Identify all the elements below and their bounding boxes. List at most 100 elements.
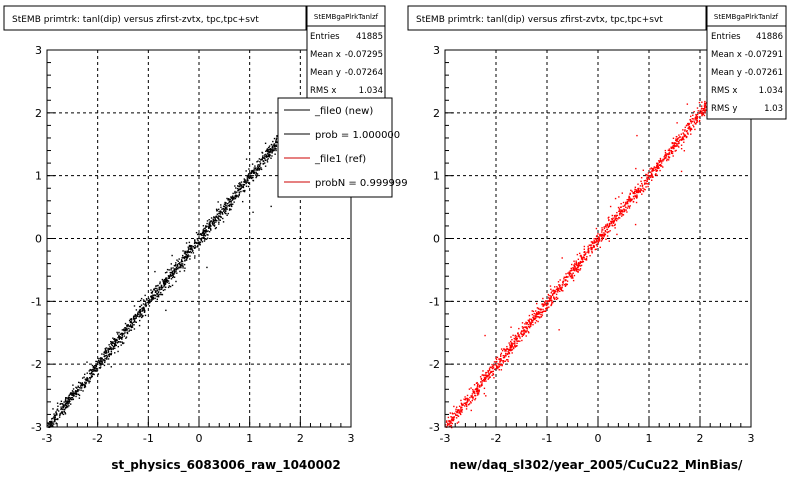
stats-value: -0.07291 (745, 50, 783, 60)
stats-value: 41886 (756, 32, 783, 42)
scatter-point (502, 360, 505, 362)
scatter-point (70, 398, 73, 401)
scatter-point (139, 311, 142, 313)
scatter-point (83, 376, 85, 378)
scatter-point (185, 253, 188, 256)
scatter-point (55, 412, 57, 414)
scatter-point (199, 242, 201, 244)
scatter-point (460, 413, 462, 416)
scatter-point (189, 258, 191, 260)
scatter-point (163, 283, 165, 285)
scatter-point (611, 214, 613, 217)
scatter-point (116, 333, 119, 335)
scatter-point (667, 149, 670, 152)
scatter-point (214, 219, 216, 222)
scatter-point (260, 168, 263, 171)
scatter-point (214, 227, 217, 230)
scatter-point (251, 176, 253, 179)
scatter-point (129, 318, 132, 321)
scatter-point (244, 179, 246, 182)
scatter-point (523, 326, 525, 329)
scatter-point (55, 414, 57, 416)
stats-name: StEMBgaPlrkTanlzf (314, 13, 379, 21)
scatter-point (518, 335, 520, 337)
scatter-point (239, 185, 241, 187)
scatter-point (495, 361, 497, 363)
scatter-point (466, 397, 468, 400)
scatter-point (275, 141, 277, 143)
scatter-point (211, 221, 214, 224)
scatter-point (231, 199, 233, 201)
scatter-point (455, 414, 458, 417)
scatter-point (658, 161, 661, 164)
scatter-point (234, 197, 237, 200)
scatter-point (94, 367, 96, 370)
scatter-point (460, 407, 462, 409)
scatter-point (598, 238, 601, 240)
scatter-point (234, 192, 236, 194)
scatter-point (675, 135, 678, 138)
scatter-point (477, 386, 479, 388)
scatter-point (583, 251, 585, 254)
scatter-point (183, 257, 185, 259)
scatter-point (203, 233, 205, 236)
scatter-point (628, 197, 630, 199)
scatter-point (171, 284, 174, 287)
scatter-point (583, 245, 586, 248)
scatter-point (550, 304, 552, 307)
scatter-point (105, 354, 108, 357)
scatter-point (671, 152, 674, 155)
scatter-point (65, 404, 67, 406)
scatter-point (593, 240, 595, 242)
scatter-point (95, 363, 97, 365)
scatter-point (484, 378, 487, 381)
scatter-point (215, 221, 217, 223)
scatter-point (667, 159, 670, 161)
scatter-point (128, 330, 130, 332)
scatter-point (503, 360, 505, 363)
scatter-point (97, 373, 100, 375)
scatter-point (615, 219, 618, 222)
scatter-point (101, 359, 104, 361)
scatter-point (695, 116, 697, 118)
scatter-point (520, 333, 523, 335)
scatter-point (490, 370, 493, 373)
scatter-point (178, 258, 180, 260)
scatter-point (565, 273, 567, 275)
scatter-point (507, 360, 509, 363)
scatter-point (508, 342, 510, 344)
scatter-point (447, 422, 449, 425)
scatter-point (85, 382, 88, 384)
scatter-point (248, 182, 250, 184)
scatter-point (104, 350, 106, 352)
scatter-point (590, 247, 592, 249)
scatter-point (232, 196, 234, 199)
scatter-point (530, 323, 532, 326)
scatter-point (137, 312, 139, 314)
scatter-point (465, 402, 467, 404)
scatter-point (84, 386, 87, 388)
scatter-point (486, 374, 488, 377)
scatter-point (515, 336, 517, 339)
plot-title: StEMB primtrk: tanl(dip) versus zfirst-z… (12, 15, 259, 25)
scatter-point (173, 268, 176, 270)
scatter-point (138, 315, 141, 318)
scatter-point (693, 118, 695, 120)
scatter-point (174, 265, 176, 267)
scatter-point (482, 374, 484, 376)
scatter-point (646, 178, 649, 181)
scatter-point (264, 142, 267, 145)
scatter-point (698, 101, 701, 104)
scatter-point (628, 196, 631, 198)
scatter-point (205, 229, 207, 231)
scatter-point (479, 386, 481, 388)
scatter-point (614, 219, 616, 221)
scatter-point (175, 270, 177, 272)
scatter-point (457, 415, 460, 417)
scatter-point (121, 342, 124, 344)
scatter-point (184, 260, 186, 262)
scatter-point (229, 203, 231, 206)
scatter-point (512, 346, 515, 348)
x-tick-label: -1 (143, 432, 154, 445)
scatter-point (488, 373, 490, 375)
